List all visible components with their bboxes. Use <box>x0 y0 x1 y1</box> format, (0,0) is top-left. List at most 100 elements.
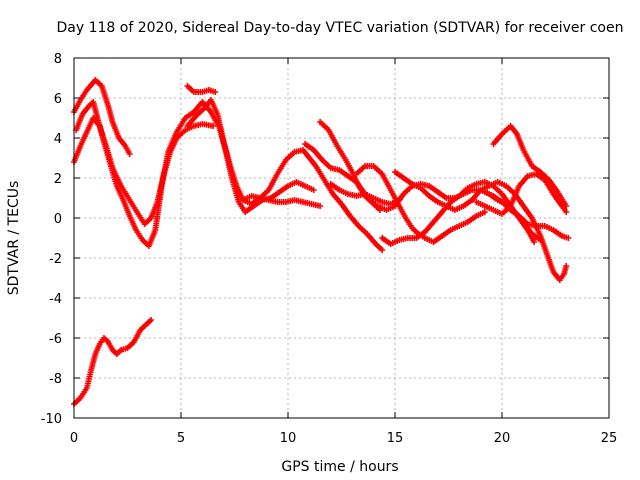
data-point <box>563 203 570 209</box>
data-point <box>550 269 557 275</box>
data-point <box>370 163 377 169</box>
y-tick-label: 2 <box>54 172 62 187</box>
data-point <box>148 317 155 323</box>
data-point <box>563 209 570 215</box>
series-track-14 <box>490 123 570 209</box>
data-point <box>396 237 403 243</box>
data-point <box>321 177 328 183</box>
x-tick-label: 10 <box>280 431 297 446</box>
x-tick-label: 5 <box>177 431 185 446</box>
data-point <box>139 237 146 243</box>
data-point <box>165 149 172 155</box>
data-point <box>317 203 324 209</box>
data-point <box>490 193 497 199</box>
data-point <box>477 187 484 193</box>
series-track-6 <box>240 193 324 209</box>
data-point <box>184 123 191 129</box>
data-point <box>439 209 446 215</box>
data-point <box>400 175 407 181</box>
y-tick-label: 6 <box>54 92 62 107</box>
data-point <box>558 233 565 239</box>
data-point <box>327 165 334 171</box>
y-tick-label: -10 <box>41 412 62 427</box>
data-point <box>77 395 84 401</box>
data-point <box>227 163 234 169</box>
data-point <box>90 99 97 105</box>
data-point <box>447 227 454 233</box>
data-point <box>550 191 557 197</box>
data-point <box>524 227 531 233</box>
data-point <box>516 213 523 219</box>
data-point <box>379 235 386 241</box>
data-point <box>327 181 334 187</box>
data-point <box>387 241 394 247</box>
data-point <box>319 157 326 163</box>
data-point <box>88 367 95 373</box>
data-point <box>235 199 242 205</box>
data-point <box>302 141 309 147</box>
data-point <box>291 197 298 203</box>
data-point <box>184 83 191 89</box>
x-tick-label: 0 <box>70 431 78 446</box>
data-point <box>370 201 377 207</box>
data-point <box>94 115 101 121</box>
data-point <box>248 201 255 207</box>
x-tick-label: 25 <box>601 431 618 446</box>
data-point <box>447 199 454 205</box>
data-point <box>561 271 568 277</box>
data-point <box>490 141 497 147</box>
data-point <box>105 103 112 109</box>
series-track-16 <box>71 317 155 407</box>
data-point <box>92 351 99 357</box>
data-point <box>364 231 371 237</box>
data-point <box>308 201 315 207</box>
data-point <box>377 207 384 213</box>
data-point <box>486 183 493 189</box>
data-point <box>126 213 133 219</box>
data-point <box>556 277 563 283</box>
series-track-1 <box>71 77 133 157</box>
data-point <box>77 97 84 103</box>
data-point <box>152 227 159 233</box>
data-point <box>265 187 272 193</box>
data-point <box>516 183 523 189</box>
data-point <box>133 227 140 233</box>
data-point <box>190 89 197 95</box>
data-point <box>190 109 197 115</box>
data-point <box>481 189 488 195</box>
data-point <box>240 197 247 203</box>
data-point <box>543 251 550 257</box>
data-point <box>158 183 165 189</box>
tick-layer: 0 5 10 15 20 25 -10 -8 -6 -4 -2 0 2 4 6 8 <box>41 52 618 446</box>
data-point <box>334 143 341 149</box>
data-point <box>499 131 505 137</box>
data-point <box>306 155 313 161</box>
data-point <box>355 223 362 229</box>
data-point <box>392 169 398 175</box>
data-point <box>325 127 332 133</box>
data-point <box>199 89 206 95</box>
data-point <box>531 239 538 245</box>
data-point <box>120 197 127 203</box>
data-point <box>503 183 510 189</box>
series-track-5 <box>184 83 219 95</box>
data-point <box>192 113 199 119</box>
data-point <box>481 209 488 215</box>
data-point <box>430 219 437 225</box>
data-point <box>383 207 390 213</box>
data-point <box>409 225 416 231</box>
data-point <box>464 219 471 225</box>
data-point <box>499 191 505 197</box>
data-point <box>528 163 535 169</box>
data-point <box>550 227 557 233</box>
data-point <box>310 187 317 193</box>
data-point <box>344 191 351 197</box>
data-point <box>353 193 360 199</box>
data-point <box>214 111 221 117</box>
data-point <box>329 191 336 197</box>
data-point <box>338 201 345 207</box>
y-tick-label: -4 <box>49 292 62 307</box>
data-point <box>528 215 535 221</box>
data-point <box>404 235 411 241</box>
data-point <box>533 223 540 229</box>
